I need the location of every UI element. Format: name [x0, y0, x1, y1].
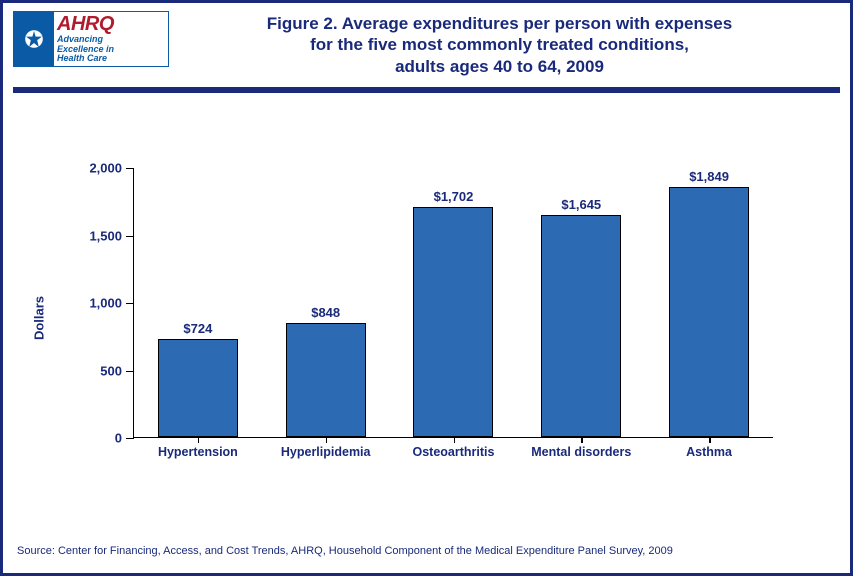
ahrq-logo: AHRQ Advancing Excellence in Health Care [13, 11, 169, 67]
header-divider [13, 87, 840, 93]
bar-slot: $1,702 [398, 189, 508, 437]
bar-value-label: $1,702 [434, 189, 474, 204]
logo-tagline-3: Health Care [57, 54, 114, 63]
x-tick [198, 437, 200, 443]
bar-value-label: $1,849 [689, 169, 729, 184]
x-axis-label: Hyperlipidemia [271, 445, 381, 459]
bar-slot: $848 [271, 305, 381, 437]
bar-value-label: $724 [183, 321, 212, 336]
bar-chart: Dollars $724$848$1,702$1,645$1,849 Hyper… [63, 148, 803, 488]
bar-rect [413, 207, 493, 437]
x-axis-label: Osteoarthritis [398, 445, 508, 459]
y-axis-label: Dollars [32, 296, 47, 340]
x-tick [326, 437, 328, 443]
logo-acronym: AHRQ [57, 14, 114, 35]
x-axis-label: Asthma [654, 445, 764, 459]
bar-rect [286, 323, 366, 437]
figure-frame: AHRQ Advancing Excellence in Health Care… [0, 0, 853, 576]
title-line-2: for the five most commonly treated condi… [169, 34, 830, 55]
y-tick-label: 0 [115, 431, 134, 446]
y-tick-label: 1,000 [89, 296, 134, 311]
title-line-3: adults ages 40 to 64, 2009 [169, 56, 830, 77]
x-tick [581, 437, 583, 443]
bar-value-label: $848 [311, 305, 340, 320]
hhs-seal-icon [17, 22, 51, 56]
header: AHRQ Advancing Excellence in Health Care… [3, 3, 850, 81]
x-tick [454, 437, 456, 443]
y-tick-label: 2,000 [89, 161, 134, 176]
x-axis-label: Hypertension [143, 445, 253, 459]
bar-slot: $1,849 [654, 169, 764, 437]
bar-rect [541, 215, 621, 437]
figure-title: Figure 2. Average expenditures per perso… [169, 11, 840, 77]
plot-region: $724$848$1,702$1,645$1,849 HypertensionH… [133, 168, 773, 438]
y-tick-label: 1,500 [89, 228, 134, 243]
x-tick [709, 437, 711, 443]
bar-slot: $724 [143, 321, 253, 437]
title-line-1: Figure 2. Average expenditures per perso… [169, 13, 830, 34]
bar-slot: $1,645 [526, 197, 636, 437]
bars-container: $724 $848 $1,702 $1,645 $1,849 [134, 168, 773, 437]
bar-rect [158, 339, 238, 437]
source-citation: Source: Center for Financing, Access, an… [17, 545, 673, 557]
x-axis-label: Mental disorders [526, 445, 636, 459]
bar-value-label: $1,645 [561, 197, 601, 212]
bar-rect [669, 187, 749, 437]
y-tick-label: 500 [100, 363, 134, 378]
logo-text: AHRQ Advancing Excellence in Health Care [57, 14, 114, 63]
